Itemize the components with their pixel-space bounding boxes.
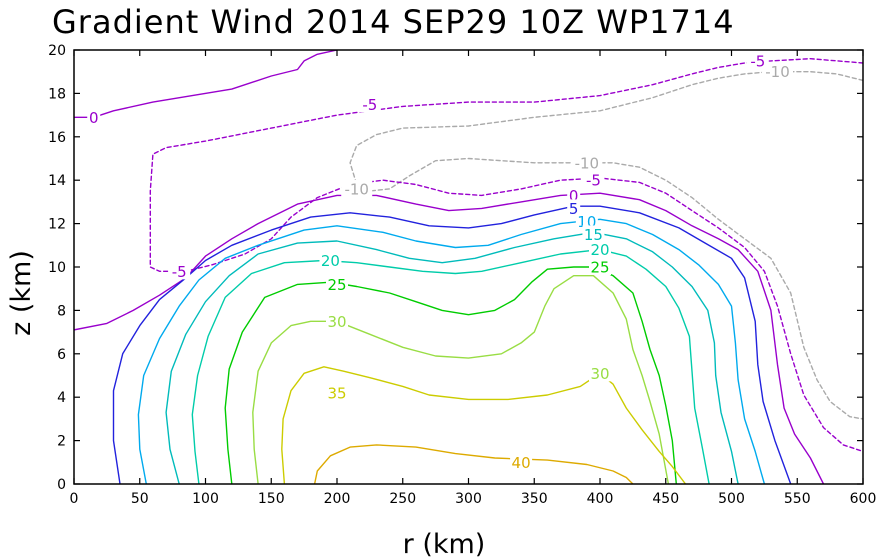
- y-tick-label: 18: [48, 86, 66, 102]
- contour-line-0: [74, 192, 825, 484]
- y-tick-label: 6: [57, 347, 66, 363]
- contour-label-0: 0: [89, 109, 99, 127]
- contour-label--5: -5: [586, 172, 601, 190]
- x-tick-label: 400: [587, 491, 614, 507]
- contour-label-bg: [762, 62, 794, 80]
- y-axis-label: z (km): [6, 250, 37, 336]
- contour-label-35: 35: [327, 384, 346, 402]
- contour-label-0: 0: [569, 187, 579, 205]
- contour-label--10: -10: [765, 63, 790, 81]
- axes: 0 50 100 150 200 250 300 350 400 450 500 550 6000246…: [48, 43, 876, 507]
- contour-label--10: -10: [344, 180, 369, 198]
- contour-label--5: -5: [172, 263, 187, 281]
- contour-label-40: 40: [512, 454, 531, 472]
- contour-line-15: [165, 231, 739, 484]
- contour-label--10: -10: [575, 154, 600, 172]
- contour-line-30: [252, 275, 670, 484]
- contour-line-10: [137, 218, 766, 484]
- x-tick-label: 250: [389, 491, 416, 507]
- contour-line-40: [313, 444, 634, 484]
- contour-line-35: [281, 366, 687, 484]
- contour-line-0: [74, 50, 338, 118]
- x-tick-label: 600: [850, 491, 877, 507]
- y-tick-label: 0: [57, 477, 66, 493]
- x-tick-label: 300: [455, 491, 482, 507]
- contour-label-bg: [575, 212, 598, 230]
- y-tick-label: 8: [57, 303, 66, 319]
- x-tick-label: 100: [192, 491, 219, 507]
- y-tick-label: 10: [48, 260, 66, 276]
- contour-label-25: 25: [327, 276, 346, 294]
- contour-label-30: 30: [590, 365, 609, 383]
- contour-line--10: [349, 71, 863, 420]
- contour-label-15: 15: [584, 226, 603, 244]
- contour-line-20: [191, 248, 710, 484]
- x-tick-label: 450: [652, 491, 679, 507]
- contour-label-bg: [168, 262, 191, 280]
- contour-label-bg: [746, 51, 769, 69]
- contour-label-bg: [87, 108, 101, 126]
- x-tick-label: 0: [70, 491, 79, 507]
- x-tick-label: 50: [131, 491, 149, 507]
- contour-line-25: [224, 266, 677, 484]
- contour-label-30: 30: [327, 313, 346, 331]
- contour-label-5: 5: [569, 200, 579, 218]
- y-tick-label: 4: [57, 390, 66, 406]
- y-tick-label: 2: [57, 434, 66, 450]
- y-tick-label: 20: [48, 43, 66, 59]
- contour-label-bg: [582, 171, 605, 189]
- contour-label-bg: [589, 258, 611, 275]
- y-tick-label: 14: [48, 173, 66, 189]
- chart-title: Gradient Wind 2014 SEP29 10Z WP1714: [52, 3, 735, 41]
- x-tick-label: 200: [324, 491, 351, 507]
- contour-label--5: -5: [750, 52, 765, 70]
- x-tick-label: 150: [258, 491, 285, 507]
- contour-label-bg: [567, 199, 581, 217]
- contour-label-bg: [589, 240, 611, 258]
- x-tick-label: 350: [521, 491, 548, 507]
- y-tick-label: 16: [48, 130, 66, 146]
- x-tick-label: 500: [718, 491, 745, 507]
- contour-label-bg: [341, 179, 373, 197]
- contour-label-bg: [510, 453, 533, 471]
- contour-label--5: -5: [362, 96, 377, 114]
- x-tick-label: 550: [784, 491, 811, 507]
- contour-label-bg: [358, 95, 381, 113]
- contour-label-bg: [589, 364, 611, 382]
- contour-label-bg: [571, 153, 603, 171]
- contour-label-bg: [319, 251, 342, 269]
- contour-label-bg: [326, 275, 348, 293]
- y-tick-label: 12: [48, 217, 66, 233]
- x-axis-label: r (km): [403, 529, 486, 560]
- contour-label-bg: [582, 225, 605, 243]
- contour-lines: [74, 50, 863, 484]
- contour-line-5: [112, 205, 792, 484]
- contour-line--5: [149, 58, 863, 453]
- contour-label-bg: [326, 383, 348, 401]
- contour-label-20: 20: [590, 241, 609, 259]
- contour-label-bg: [567, 186, 581, 204]
- contour-label-bg: [326, 312, 348, 330]
- contour-label-20: 20: [321, 252, 340, 270]
- contour-label-25: 25: [590, 259, 609, 277]
